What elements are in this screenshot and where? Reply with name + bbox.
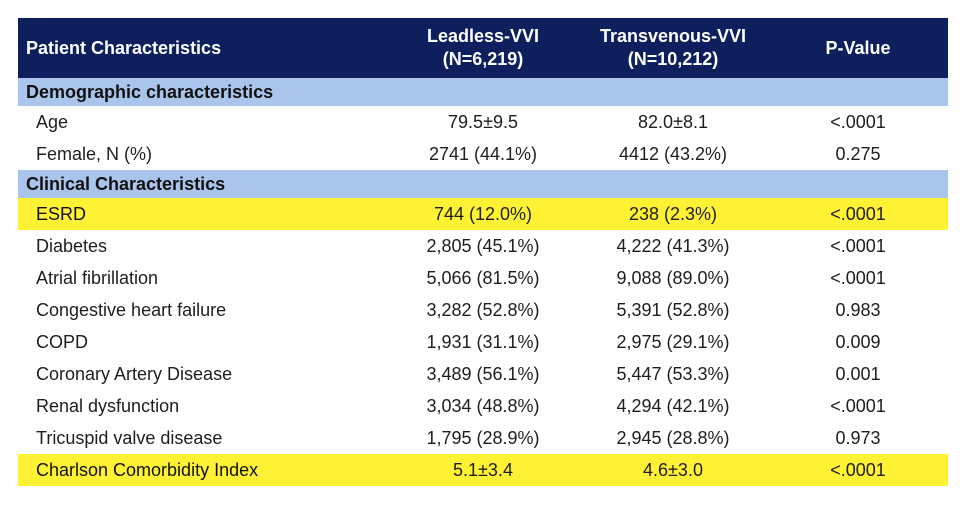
table-row: ESRD 744 (12.0%) 238 (2.3%) <.0001 bbox=[18, 198, 948, 230]
table-row: Female, N (%) 2741 (44.1%) 4412 (43.2%) 0.2… bbox=[18, 138, 948, 170]
row-label: Female, N (%) bbox=[36, 143, 153, 164]
transvenous-value: 2,975 (29.1%) bbox=[616, 331, 730, 352]
leadless-value: 3,034 (48.8%) bbox=[426, 395, 540, 416]
p-value: <.0001 bbox=[830, 235, 886, 256]
transvenous-value: 4,222 (41.3%) bbox=[616, 235, 730, 256]
clinical-rows: ESRD 744 (12.0%) 238 (2.3%) <.0001 Diabetes 2… bbox=[18, 198, 948, 486]
leadless-value: 1,931 (31.1%) bbox=[426, 331, 540, 352]
characteristics-table: Patient Characteristics Leadless-VVI (N=… bbox=[18, 18, 948, 486]
table-row: Renal dysfunction 3,034 (48.8%) 4,294 (42.… bbox=[18, 390, 948, 422]
demographic-rows: Age 79.5±9.5 82.0±8.1 <.0001 Female, N (%) 27… bbox=[18, 106, 948, 170]
p-value: <.0001 bbox=[830, 267, 886, 288]
transvenous-value: 2,945 (28.8%) bbox=[616, 427, 730, 448]
header-leadless-vvi: Leadless-VVI (N=6,219) bbox=[388, 25, 578, 71]
row-label: Congestive heart failure bbox=[36, 299, 227, 320]
table-row: COPD 1,931 (31.1%) 2,975 (29.1%) 0.009 bbox=[18, 326, 948, 358]
header-transvenous-vvi: Transvenous-VVI (N=10,212) bbox=[578, 25, 768, 71]
row-label: Atrial fibrillation bbox=[36, 267, 159, 288]
header-transvenous-title: Transvenous-VVI bbox=[599, 26, 747, 46]
table-row: Diabetes 2,805 (45.1%) 4,222 (41.3%) <.0001 bbox=[18, 230, 948, 262]
table-header: Patient Characteristics Leadless-VVI (N=… bbox=[18, 18, 948, 78]
leadless-value: 2,805 (45.1%) bbox=[426, 235, 540, 256]
row-label: ESRD bbox=[36, 203, 87, 224]
leadless-value: 5,066 (81.5%) bbox=[426, 267, 540, 288]
transvenous-value: 4.6±3.0 bbox=[643, 459, 703, 480]
p-value: 0.983 bbox=[835, 299, 881, 320]
transvenous-value: 238 (2.3%) bbox=[628, 203, 718, 224]
header-patient-characteristics: Patient Characteristics bbox=[26, 37, 222, 58]
leadless-value: 1,795 (28.9%) bbox=[426, 427, 540, 448]
row-label: Age bbox=[36, 111, 69, 132]
p-value: <.0001 bbox=[830, 203, 886, 224]
header-leadless-title: Leadless-VVI bbox=[426, 26, 540, 46]
transvenous-value: 82.0±8.1 bbox=[638, 111, 708, 132]
p-value: <.0001 bbox=[830, 459, 886, 480]
p-value: 0.275 bbox=[835, 143, 881, 164]
transvenous-value: 5,391 (52.8%) bbox=[616, 299, 730, 320]
row-label: Charlson Comorbidity Index bbox=[36, 459, 259, 480]
p-value: 0.009 bbox=[835, 331, 881, 352]
table-row: Atrial fibrillation 5,066 (81.5%) 9,088 (8… bbox=[18, 262, 948, 294]
table-row: Tricuspid valve disease 1,795 (28.9%) 2,94… bbox=[18, 422, 948, 454]
row-label: COPD bbox=[36, 331, 89, 352]
p-value: 0.973 bbox=[835, 427, 881, 448]
row-label: Tricuspid valve disease bbox=[36, 427, 223, 448]
row-label: Diabetes bbox=[36, 235, 108, 256]
row-label: Renal dysfunction bbox=[36, 395, 180, 416]
table-row: Congestive heart failure 3,282 (52.8%) 5,3… bbox=[18, 294, 948, 326]
transvenous-value: 4412 (43.2%) bbox=[618, 143, 728, 164]
section-clinical: Clinical Characteristics bbox=[18, 170, 948, 198]
row-label: Coronary Artery Disease bbox=[36, 363, 233, 384]
section-title-demographic: Demographic characteristics bbox=[26, 81, 274, 102]
leadless-value: 5.1±3.4 bbox=[453, 459, 513, 480]
transvenous-value: 5,447 (53.3%) bbox=[616, 363, 730, 384]
transvenous-value: 9,088 (89.0%) bbox=[616, 267, 730, 288]
leadless-value: 3,282 (52.8%) bbox=[426, 299, 540, 320]
section-title-clinical: Clinical Characteristics bbox=[26, 173, 226, 194]
p-value: 0.001 bbox=[835, 363, 881, 384]
table-row: Age 79.5±9.5 82.0±8.1 <.0001 bbox=[18, 106, 948, 138]
p-value: <.0001 bbox=[830, 395, 886, 416]
section-demographic: Demographic characteristics bbox=[18, 78, 948, 106]
header-leadless-n: (N=6,219) bbox=[442, 49, 524, 69]
leadless-value: 2741 (44.1%) bbox=[428, 143, 538, 164]
transvenous-value: 4,294 (42.1%) bbox=[616, 395, 730, 416]
header-transvenous-n: (N=10,212) bbox=[627, 49, 719, 69]
table-row: Coronary Artery Disease 3,489 (56.1%) 5,44… bbox=[18, 358, 948, 390]
leadless-value: 744 (12.0%) bbox=[433, 203, 533, 224]
table-row: Charlson Comorbidity Index 5.1±3.4 4.6±3.0… bbox=[18, 454, 948, 486]
leadless-value: 3,489 (56.1%) bbox=[426, 363, 540, 384]
header-p-value: P-Value bbox=[825, 37, 891, 58]
p-value: <.0001 bbox=[830, 111, 886, 132]
leadless-value: 79.5±9.5 bbox=[448, 111, 518, 132]
